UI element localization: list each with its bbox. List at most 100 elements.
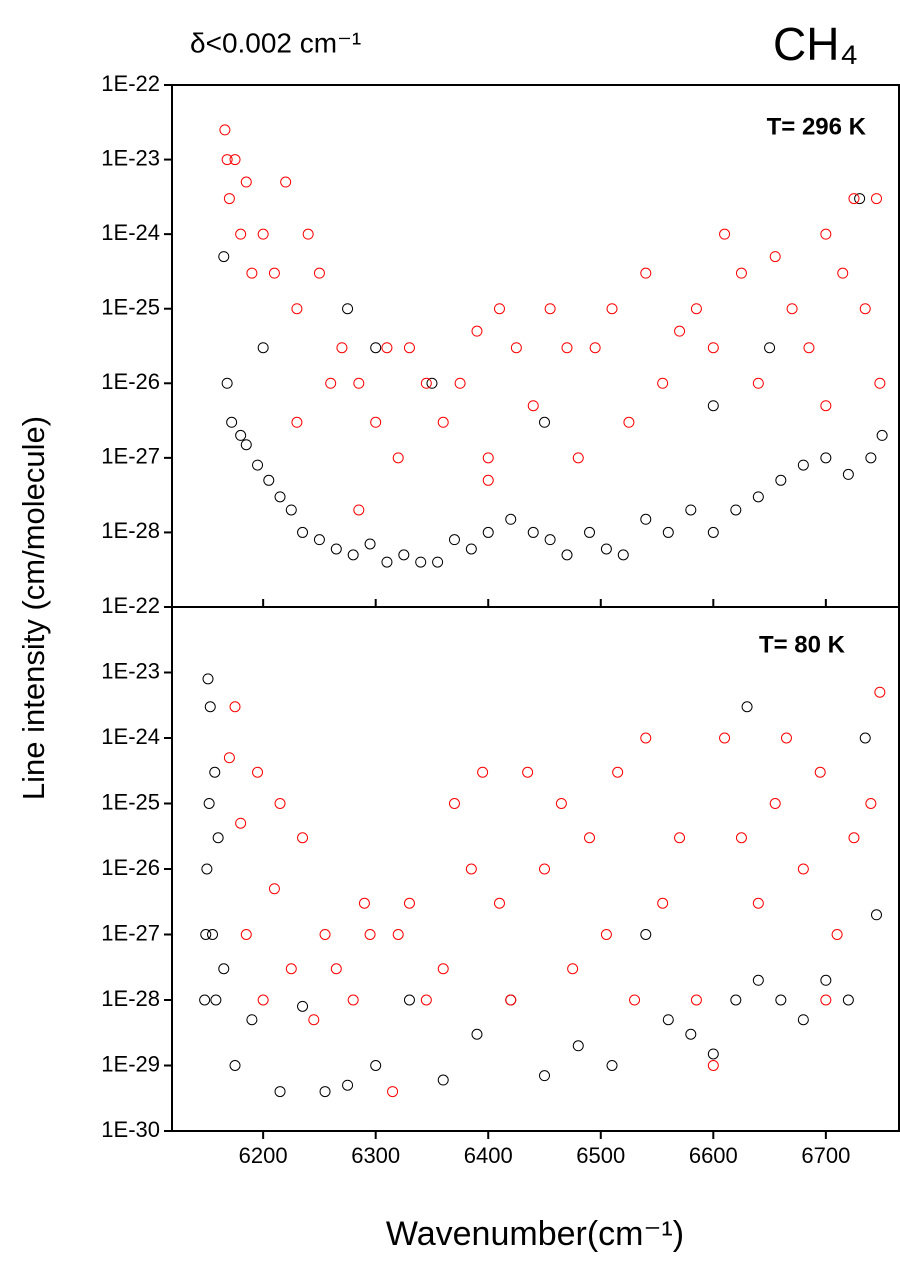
data-point: [448, 798, 460, 809]
data-point: [257, 994, 269, 1006]
data-point: [471, 1028, 483, 1040]
data-point: [730, 994, 742, 1006]
data-point: [274, 491, 286, 503]
data-point: [415, 556, 427, 568]
data-point: [859, 732, 871, 744]
y-tick-label: 1E-27: [101, 920, 160, 945]
data-point: [319, 1086, 331, 1098]
data-point: [662, 1014, 674, 1026]
y-tick-label: 1E-26: [101, 369, 160, 394]
data-point: [257, 342, 269, 354]
data-point: [297, 832, 309, 844]
data-point: [764, 342, 776, 354]
data-point: [775, 474, 787, 486]
data-point: [544, 534, 556, 546]
data-point: [223, 193, 235, 205]
data-point: [842, 994, 854, 1006]
y-tick-label: 1E-28: [101, 986, 160, 1011]
data-point: [246, 267, 258, 279]
data-point: [218, 251, 230, 263]
data-point: [735, 832, 747, 844]
data-point: [859, 303, 871, 315]
data-point: [454, 377, 466, 389]
data-point: [874, 686, 886, 698]
data-point: [263, 474, 275, 486]
data-point: [226, 416, 238, 428]
y-tick-label: 1E-25: [101, 295, 160, 320]
data-point: [229, 701, 241, 713]
data-point: [820, 974, 832, 986]
data-point: [207, 929, 219, 940]
annotation: CH₄: [773, 18, 858, 70]
annotation: T= 296 K: [767, 113, 867, 140]
data-point: [505, 513, 517, 525]
plot-frame: [171, 606, 900, 1132]
data-point: [707, 1048, 719, 1060]
data-point: [302, 228, 314, 240]
data-point: [420, 994, 432, 1006]
data-point: [814, 766, 826, 778]
data-point: [752, 377, 764, 389]
data-point: [420, 377, 432, 389]
data-point: [820, 400, 832, 412]
data-point: [707, 1060, 719, 1071]
data-point: [752, 974, 764, 986]
data-point: [370, 416, 382, 428]
data-point: [280, 176, 292, 188]
data-point: [539, 1070, 551, 1082]
data-point: [797, 863, 809, 875]
data-point: [364, 929, 376, 940]
data-point: [285, 963, 297, 975]
data-point: [471, 325, 483, 337]
y-tick-label: 1E-30: [101, 1117, 160, 1142]
y-tick-label: 1E-27: [101, 444, 160, 469]
data-point: [797, 459, 809, 471]
x-tick-label: 6200: [239, 1143, 288, 1168]
annotation: δ<0.002 cm⁻¹: [190, 27, 361, 58]
data-point: [539, 416, 551, 428]
data-point: [313, 267, 325, 279]
data-point: [870, 193, 882, 205]
y-axis-title: Line intensity (cm/molecule): [16, 416, 51, 800]
data-point: [775, 994, 787, 1006]
data-point: [493, 897, 505, 909]
y-tick-label: 1E-28: [101, 518, 160, 543]
data-point: [370, 1060, 382, 1071]
data-point: [437, 416, 449, 428]
data-point: [831, 929, 843, 940]
data-point: [297, 526, 309, 538]
data-point: [522, 766, 534, 778]
data-point: [685, 1028, 697, 1040]
data-point: [235, 228, 247, 240]
data-point: [623, 416, 635, 428]
data-point: [403, 342, 415, 354]
data-point: [235, 429, 247, 441]
data-point: [364, 538, 376, 550]
data-point: [291, 303, 303, 315]
data-point: [527, 400, 539, 412]
data-point: [477, 766, 489, 778]
data-point: [358, 897, 370, 909]
x-tick-label: 6700: [801, 1143, 850, 1168]
data-point: [219, 124, 231, 136]
x-tick-label: 6300: [351, 1143, 400, 1168]
data-point: [210, 994, 222, 1006]
data-point: [640, 267, 652, 279]
data-point: [876, 429, 888, 441]
y-tick-label: 1E-25: [101, 789, 160, 814]
data-point: [657, 377, 669, 389]
data-point: [612, 766, 624, 778]
data-point: [690, 994, 702, 1006]
data-point: [707, 400, 719, 412]
data-point: [735, 267, 747, 279]
data-point: [200, 929, 212, 940]
data-point: [218, 963, 230, 975]
plot-frame: [171, 84, 900, 608]
data-point: [199, 994, 211, 1006]
data-point: [268, 883, 280, 895]
data-point: [589, 342, 601, 354]
data-point: [874, 377, 886, 389]
data-point: [240, 929, 252, 940]
data-point: [837, 267, 849, 279]
